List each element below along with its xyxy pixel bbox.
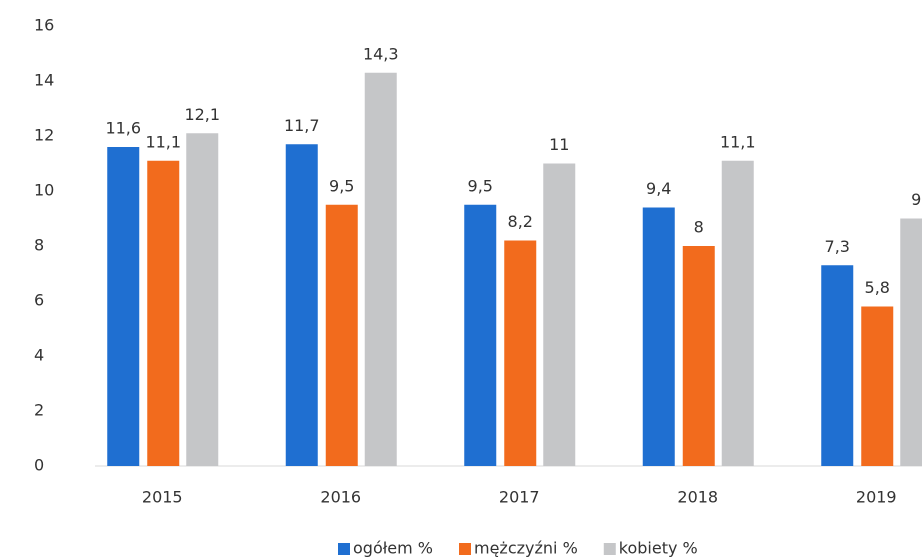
bar bbox=[900, 218, 922, 466]
y-tick-label: 6 bbox=[34, 291, 44, 310]
data-label: 9,5 bbox=[329, 176, 354, 195]
y-tick-label: 16 bbox=[34, 16, 54, 35]
bar bbox=[147, 160, 180, 466]
legend-swatch bbox=[603, 543, 616, 555]
data-label: 12,1 bbox=[184, 105, 220, 124]
data-label: 9,4 bbox=[646, 179, 671, 198]
data-label: 11,6 bbox=[105, 119, 141, 138]
data-label: 5,8 bbox=[865, 278, 890, 297]
bar bbox=[285, 144, 318, 466]
data-label: 8,2 bbox=[508, 212, 533, 231]
bar bbox=[107, 147, 140, 466]
bar bbox=[364, 72, 397, 466]
y-tick-label: 8 bbox=[34, 236, 44, 255]
bar bbox=[721, 160, 754, 466]
y-tick-label: 14 bbox=[34, 71, 54, 90]
data-label: 11,1 bbox=[720, 132, 756, 151]
legend-swatch bbox=[459, 543, 471, 555]
data-label: 14,3 bbox=[363, 44, 399, 63]
bar bbox=[861, 306, 894, 466]
legend-label: ogółem % bbox=[353, 539, 433, 558]
bar bbox=[543, 163, 576, 466]
data-label: 11,7 bbox=[284, 116, 320, 135]
x-tick-label: 2016 bbox=[320, 488, 361, 507]
bar bbox=[464, 204, 497, 466]
bar bbox=[642, 207, 675, 466]
data-label: 7,3 bbox=[825, 237, 850, 256]
x-tick-label: 2015 bbox=[142, 488, 183, 507]
bar bbox=[186, 133, 219, 466]
legend-swatch bbox=[338, 543, 350, 555]
x-tick-label: 2019 bbox=[856, 488, 897, 507]
y-tick-label: 4 bbox=[34, 346, 44, 365]
data-label: 9 bbox=[911, 190, 921, 209]
legend-label: mężczyźni % bbox=[474, 539, 578, 558]
data-label: 9,5 bbox=[468, 176, 493, 195]
data-label: 11 bbox=[549, 135, 569, 154]
bar bbox=[682, 246, 715, 466]
legend-label: kobiety % bbox=[619, 539, 698, 558]
y-tick-label: 10 bbox=[34, 181, 54, 200]
y-tick-label: 2 bbox=[34, 401, 44, 420]
x-tick-label: 2017 bbox=[499, 488, 540, 507]
x-tick-label: 2018 bbox=[677, 488, 718, 507]
y-tick-label: 0 bbox=[34, 456, 44, 475]
y-tick-label: 12 bbox=[34, 126, 54, 145]
bar bbox=[504, 240, 537, 466]
data-label: 8 bbox=[694, 218, 704, 237]
bar bbox=[325, 204, 358, 466]
data-label: 11,1 bbox=[145, 132, 181, 151]
bar bbox=[821, 265, 854, 466]
